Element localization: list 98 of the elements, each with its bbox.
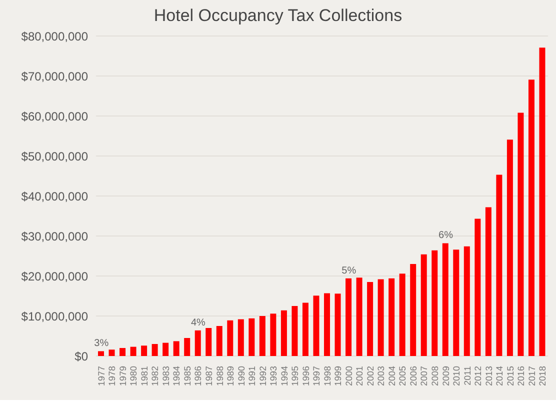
bar [346,278,352,356]
bar [485,207,492,356]
x-tick-label: 1988 [214,366,225,386]
x-tick-label: 1978 [107,366,118,386]
bar [453,250,460,356]
x-tick-label: 2001 [354,366,365,386]
bar [292,306,298,356]
bar [216,326,222,356]
bar [120,348,126,356]
x-tick-label: 2007 [419,366,430,386]
y-tick-label: $70,000,000 [21,69,88,84]
x-tick-label: 1985 [182,366,192,386]
x-tick-label: 1982 [150,366,160,386]
bar [270,314,276,356]
bar [152,344,158,356]
bar [238,319,244,356]
x-tick-label: 2018 [538,366,548,386]
x-tick-label: 2015 [505,366,516,386]
x-tick-label: 2005 [398,366,408,386]
y-tick-label: $30,000,000 [21,229,88,244]
x-tick-label: 1983 [160,366,171,386]
bar [184,338,190,356]
x-tick-label: 1993 [268,366,279,386]
x-tick-label: 2016 [516,366,526,386]
x-tick-label: 1998 [322,366,332,386]
bar [194,330,201,356]
annotation: 6% [438,230,454,242]
bar [141,346,148,356]
bar [302,302,308,356]
bar [506,140,513,356]
y-tick-label: $0 [74,349,88,364]
bar [313,296,320,356]
y-tick-label: $10,000,000 [21,309,88,324]
x-tick-label: 2012 [473,366,484,386]
bar [496,174,502,356]
x-tick-label: 1987 [204,366,214,386]
bar [518,112,524,356]
x-tick-label: 1979 [118,366,128,386]
bar [474,218,481,356]
x-tick-label: 1990 [236,366,246,386]
x-tick-label: 2014 [494,366,505,386]
y-tick-label: $20,000,000 [21,269,88,284]
y-tick-label: $40,000,000 [21,189,88,204]
bar [108,350,115,356]
bar [173,341,180,356]
bar [420,254,427,356]
y-tick-label: $80,000,000 [21,29,88,44]
bar [280,310,287,356]
x-tick-label: 2003 [376,366,386,386]
bar [464,246,470,356]
bar [334,294,341,356]
annotation: 4% [191,317,206,328]
bar [432,250,438,356]
x-tick-label: 2010 [452,366,462,386]
bar [248,318,255,356]
bar [259,316,266,356]
x-tick-label: 2000 [344,366,354,386]
x-tick-label: 1999 [333,366,344,386]
bar [206,328,212,356]
x-tick-label: 2002 [365,366,376,386]
x-tick-label: 1991 [247,366,258,386]
bar [388,278,395,356]
annotation: 5% [342,265,356,276]
bar [367,282,374,356]
bar [227,320,234,356]
x-tick-label: 2011 [462,366,472,386]
bar [399,274,406,356]
x-tick-label: 1980 [128,366,139,386]
chart-title: Hotel Occupancy Tax Collections [152,6,404,26]
x-tick-label: 2017 [526,366,537,386]
x-tick-label: 1996 [300,366,311,386]
annotation: 3% [94,338,109,350]
bar [528,80,534,356]
bar [98,351,104,356]
bar [162,342,169,356]
x-tick-label: 1986 [193,366,204,386]
x-tick-label: 1997 [312,366,322,386]
x-tick-label: 2013 [484,366,494,386]
bar [410,264,416,356]
x-tick-label: 1984 [172,366,182,386]
y-tick-label: $50,000,000 [21,149,88,164]
x-tick-label: 2004 [386,366,397,386]
bar [539,48,546,356]
bar [356,278,362,356]
x-tick-label: 1992 [258,366,268,386]
x-tick-label: 1995 [290,366,300,386]
x-tick-label: 2009 [440,366,451,386]
x-tick-label: 1989 [226,366,236,386]
bar [324,293,330,356]
x-tick-label: 2006 [408,366,418,386]
x-tick-label: 1981 [139,366,150,386]
bar [442,243,448,356]
bar [130,346,136,356]
x-tick-label: 1977 [96,366,106,386]
x-tick-label: 2008 [430,366,440,386]
y-tick-label: $60,000,000 [21,109,88,124]
bar [378,279,384,356]
x-tick-label: 1994 [279,366,290,386]
